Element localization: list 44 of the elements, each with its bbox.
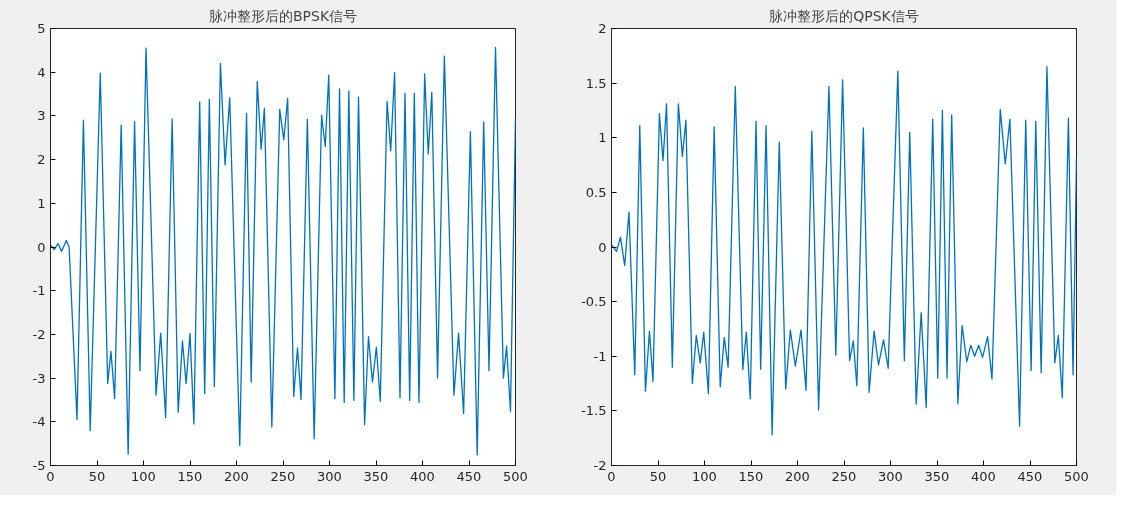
x-tick-label: 50	[88, 468, 106, 484]
line-series	[50, 46, 516, 456]
y-tick-label: 5	[37, 21, 46, 36]
x-tick-label: 100	[131, 468, 156, 484]
y-tick-label: -0.5	[581, 294, 607, 310]
x-tick-label: 400	[410, 468, 435, 484]
x-tick-label: 500	[503, 468, 528, 484]
y-tick-label: 2	[37, 152, 46, 168]
x-tick-label: 400	[971, 468, 996, 484]
chart-title: 脉冲整形后的BPSK信号	[208, 7, 358, 24]
x-tick-label: 150	[177, 468, 203, 484]
x-tick-label: 350	[924, 468, 950, 484]
x-tick-label: 150	[738, 468, 764, 484]
x-tick-label: 500	[1064, 468, 1089, 484]
y-tick-label: 4	[37, 64, 46, 80]
x-tick-label: 200	[785, 468, 810, 484]
y-tick-label: 3	[37, 108, 46, 124]
y-tick-label: -3	[32, 370, 46, 386]
y-tick-label: -1	[593, 348, 607, 364]
y-tick-label: -1.5	[581, 403, 607, 419]
y-tick-label: 2	[598, 21, 607, 36]
y-tick-label: -4	[32, 414, 46, 430]
x-tick-label: 100	[692, 468, 717, 484]
x-tick-label: 200	[224, 468, 249, 484]
y-tick-label: 0	[598, 239, 607, 255]
y-tick-label: 0	[37, 239, 46, 255]
y-tick-label: -1	[32, 283, 46, 299]
y-tick-label: -2	[593, 458, 607, 473]
y-tick-label: -5	[32, 458, 46, 473]
x-tick-label: 250	[270, 468, 296, 484]
x-tick-label: 300	[317, 468, 342, 484]
y-tick-label: 1	[37, 195, 46, 211]
x-tick-label: 300	[878, 468, 903, 484]
y-tick-label: -2	[32, 326, 46, 342]
chart-title: 脉冲整形后的QPSK信号	[769, 7, 919, 24]
y-tick-label: 1.5	[585, 75, 607, 91]
x-tick-label: 450	[1017, 468, 1043, 484]
y-tick-label: 1	[598, 130, 607, 146]
x-tick-label: 50	[649, 468, 667, 484]
y-tick-label: 0.5	[585, 184, 607, 200]
line-series	[611, 66, 1077, 436]
x-tick-label: 350	[363, 468, 389, 484]
x-tick-label: 250	[831, 468, 857, 484]
x-tick-label: 450	[456, 468, 482, 484]
